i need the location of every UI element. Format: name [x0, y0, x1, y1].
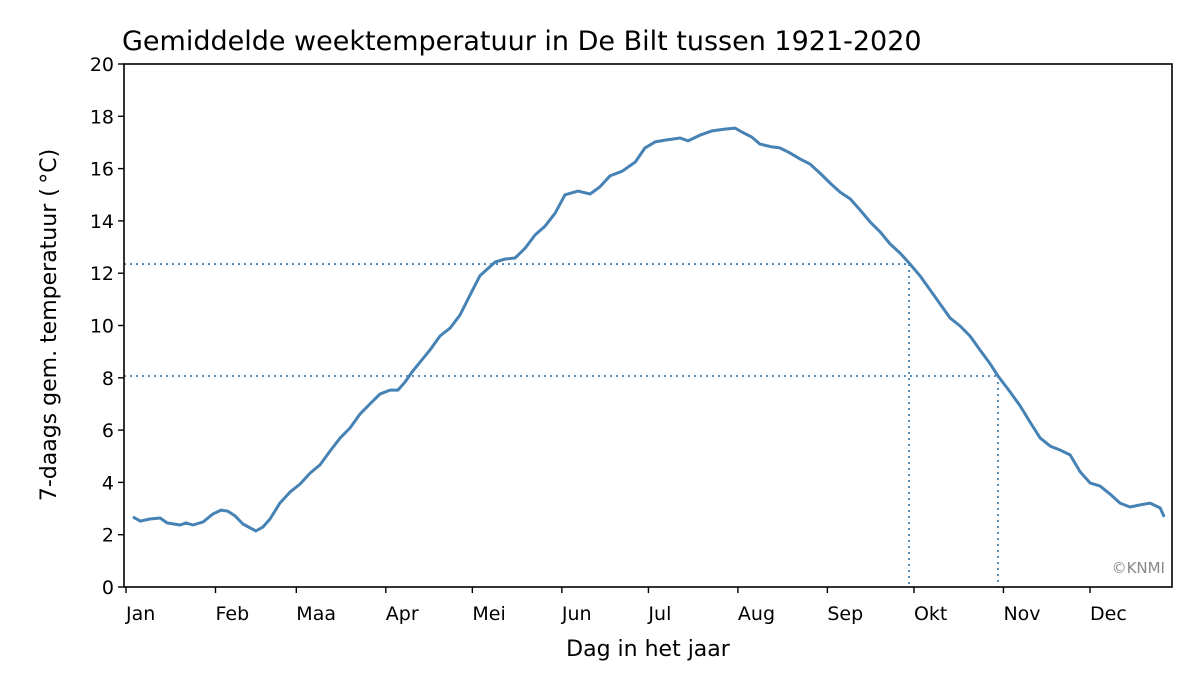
- y-axis: 0 2 4 6 8 10 12 14 16 18 20: [90, 54, 124, 599]
- x-axis-label: Dag in het jaar: [566, 637, 731, 662]
- y-tick-label: 18: [90, 106, 114, 128]
- y-tick-label: 10: [90, 316, 114, 338]
- y-tick-label: 16: [90, 159, 114, 181]
- x-tick-label: Jul: [647, 603, 671, 625]
- y-tick-label: 14: [90, 211, 114, 233]
- y-axis-label: 7-daags gem. temperatuur ( °C): [37, 149, 62, 501]
- y-tick-label: 6: [102, 420, 114, 442]
- x-tick-label: Dec: [1090, 603, 1127, 625]
- x-tick-label: Maa: [296, 603, 336, 625]
- y-tick-label: 8: [102, 368, 114, 390]
- y-tick-label: 12: [90, 263, 114, 285]
- chart-title: Gemiddelde weektemperatuur in De Bilt tu…: [122, 26, 922, 57]
- reference-lines: [124, 263, 999, 587]
- x-tick-label: Sep: [827, 603, 863, 625]
- x-tick-label: Feb: [215, 603, 249, 625]
- knmi-watermark: ©KNMI: [1112, 559, 1165, 577]
- x-tick-label: Apr: [386, 603, 419, 625]
- x-tick-label: Mei: [472, 603, 505, 625]
- plot-frame: [123, 63, 1173, 588]
- y-tick-label: 20: [90, 54, 114, 76]
- y-tick-label: 4: [102, 472, 114, 494]
- series-layer: [132, 126, 1166, 533]
- x-tick-label: Jun: [561, 603, 592, 625]
- x-tick-label: Aug: [738, 603, 775, 625]
- x-axis: Jan Feb Maa Apr Mei Jun Jul Aug Sep Okt Nov Dec: [125, 587, 1127, 625]
- x-tick-label: Jan: [125, 603, 155, 625]
- y-tick-label: 2: [102, 525, 114, 547]
- x-tick-label: Okt: [914, 603, 947, 625]
- temperature-line: [132, 126, 1166, 533]
- y-tick-label: 0: [102, 577, 114, 599]
- x-tick-label: Nov: [1003, 603, 1040, 625]
